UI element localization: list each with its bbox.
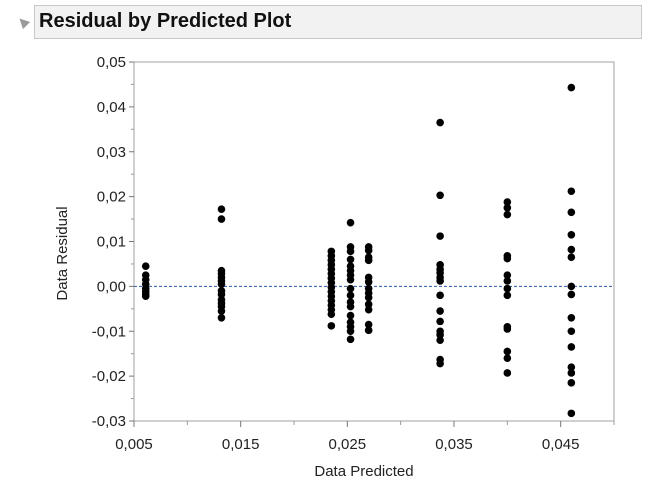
data-point xyxy=(503,325,512,333)
y-tick-label: 0,00 xyxy=(97,278,126,295)
data-point xyxy=(567,409,576,418)
data-point xyxy=(364,256,373,265)
data-point xyxy=(503,284,512,293)
data-point xyxy=(567,379,576,387)
data-point xyxy=(436,317,444,326)
x-tick-label: 0,045 xyxy=(542,436,580,453)
data-point xyxy=(141,292,150,301)
y-tick-label: -0,02 xyxy=(92,368,126,385)
data-point xyxy=(567,187,576,196)
data-point xyxy=(567,253,576,262)
data-point xyxy=(503,271,512,279)
data-point xyxy=(503,277,512,285)
data-point xyxy=(436,118,444,127)
y-tick-label: 0,01 xyxy=(97,234,126,251)
data-point xyxy=(346,327,355,336)
data-point xyxy=(503,354,512,362)
data-point xyxy=(567,208,576,217)
data-point xyxy=(436,359,444,368)
y-tick-label: 0,03 xyxy=(97,144,126,161)
data-point xyxy=(346,311,355,320)
x-tick-label: 0,005 xyxy=(115,436,153,453)
data-point xyxy=(436,307,444,315)
data-point xyxy=(436,336,444,345)
data-point xyxy=(436,232,444,240)
y-tick-label: 0,02 xyxy=(97,189,126,206)
data-point xyxy=(436,277,444,285)
data-point xyxy=(364,293,373,302)
data-point xyxy=(346,302,355,311)
data-point xyxy=(503,198,512,206)
data-point xyxy=(217,280,226,288)
plot-frame xyxy=(133,61,615,422)
y-tick-label: -0,03 xyxy=(92,413,126,430)
data-point xyxy=(436,191,444,200)
outline-box-header[interactable]: Residual by Predicted Plot xyxy=(34,5,642,39)
data-point xyxy=(567,313,576,322)
data-point xyxy=(346,291,355,300)
data-point xyxy=(327,322,336,330)
data-point xyxy=(503,369,512,377)
data-point xyxy=(364,320,373,329)
y-tick-label: 0,04 xyxy=(97,99,126,116)
data-point xyxy=(217,313,226,322)
data-point xyxy=(567,290,576,299)
data-point xyxy=(503,210,512,219)
data-point xyxy=(141,262,150,270)
data-point xyxy=(567,343,576,351)
data-point xyxy=(346,247,355,256)
x-tick-label: 0,025 xyxy=(329,436,367,453)
data-point xyxy=(364,246,373,255)
report-title: Residual by Predicted Plot xyxy=(39,10,292,32)
data-point xyxy=(567,369,576,377)
data-point xyxy=(503,347,512,356)
x-axis-title: Data Predicted xyxy=(314,463,413,480)
data-point xyxy=(217,290,226,299)
y-tick-label: 0,05 xyxy=(97,54,126,71)
data-point xyxy=(346,335,355,344)
data-point xyxy=(567,327,576,336)
data-point xyxy=(217,215,226,223)
data-point xyxy=(217,307,226,315)
data-point xyxy=(364,278,373,286)
data-point xyxy=(346,284,355,293)
x-tick-label: 0,015 xyxy=(222,436,260,453)
data-point xyxy=(503,204,512,212)
data-point xyxy=(503,291,512,300)
data-point xyxy=(567,282,576,291)
y-axis-title: Data Residual xyxy=(54,206,71,300)
data-point xyxy=(364,300,373,309)
data-point xyxy=(346,255,355,264)
data-point xyxy=(327,310,336,318)
data-point xyxy=(503,254,512,263)
data-point xyxy=(567,363,576,371)
y-tick-label: -0,01 xyxy=(92,323,126,340)
data-point xyxy=(436,291,444,300)
data-point xyxy=(346,218,355,227)
data-point xyxy=(217,205,226,213)
data-point xyxy=(346,275,355,284)
data-point xyxy=(364,305,373,314)
x-tick-label: 0,035 xyxy=(435,436,473,453)
data-point xyxy=(567,245,576,254)
data-point xyxy=(567,230,576,239)
data-point xyxy=(567,83,576,92)
data-point xyxy=(364,326,373,335)
data-point xyxy=(436,331,444,339)
